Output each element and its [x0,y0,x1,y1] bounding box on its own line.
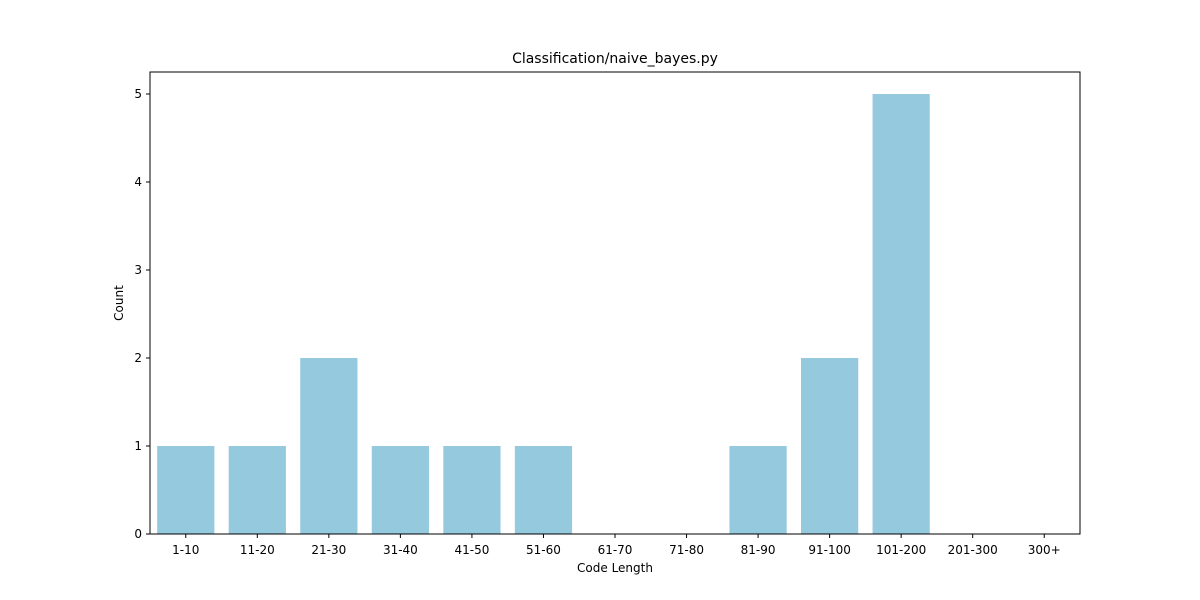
y-tick-label: 4 [134,175,142,189]
y-tick-label: 3 [134,263,142,277]
y-tick-label: 5 [134,87,142,101]
x-tick-label: 41-50 [454,543,489,557]
x-tick-label: 91-100 [808,543,851,557]
x-axis: 1-10 11-20 21-30 31-40 41-50 51-60 61-70 71-80 8… [172,534,1061,557]
x-tick-label: 300+ [1028,543,1061,557]
bar-101-200 [872,94,930,534]
y-axis-label: Count [112,285,126,321]
bar-11-20 [228,446,286,534]
x-tick-label: 81-90 [741,543,776,557]
x-axis-label: Code Length [577,561,653,575]
chart-title: Classification/naive_bayes.py [512,51,718,67]
bar-21-30 [300,358,358,534]
x-tick-label: 31-40 [383,543,418,557]
bar-1-10 [157,446,215,534]
x-tick-label: 11-20 [240,543,275,557]
x-tick-label: 101-200 [876,543,926,557]
plot-frame [149,71,1081,535]
y-tick-label: 0 [134,527,142,541]
bar-31-40 [371,446,429,534]
bars-layer [157,94,930,534]
x-tick-label: 61-70 [598,543,633,557]
bar-81-90 [729,446,787,534]
x-tick-label: 51-60 [526,543,561,557]
bar-41-50 [443,446,501,534]
x-tick-label: 1-10 [172,543,199,557]
x-tick-label: 71-80 [669,543,704,557]
y-tick-label: 1 [134,439,142,453]
bar-51-60 [514,446,573,534]
bar-91-100 [801,358,859,534]
x-tick-label: 201-300 [948,543,998,557]
y-axis: 0 1 2 3 4 5 [134,87,150,541]
x-tick-label: 21-30 [311,543,346,557]
y-tick-label: 2 [134,351,142,365]
